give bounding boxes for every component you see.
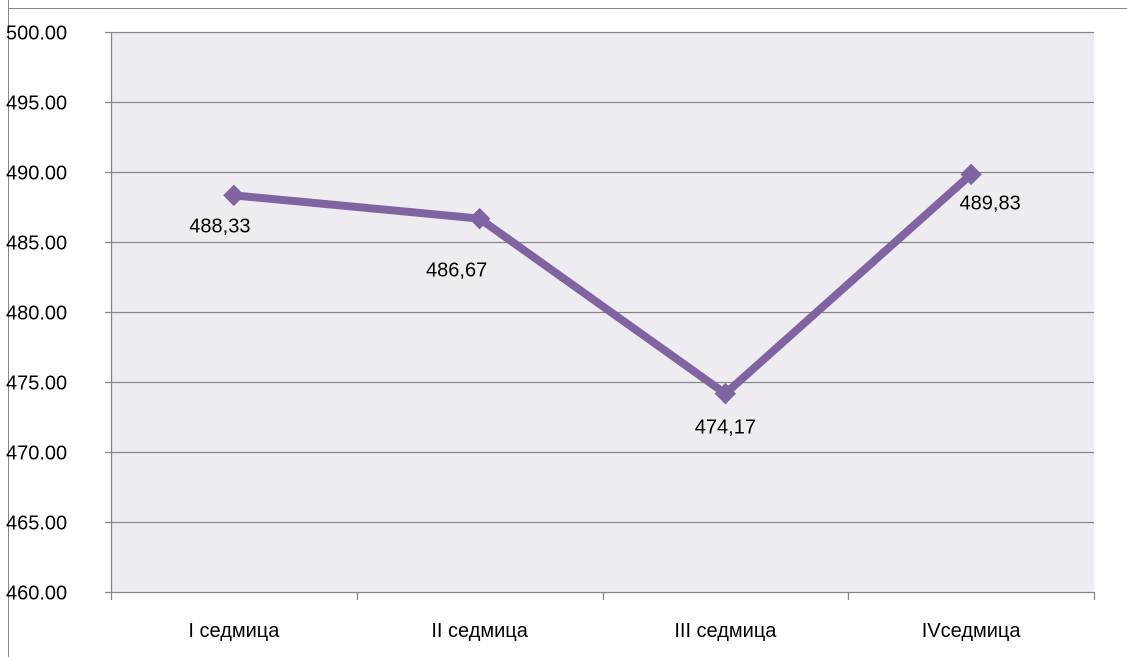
series-line xyxy=(223,163,982,405)
x-tick-label: II седмица xyxy=(431,620,528,642)
data-point-marker xyxy=(960,163,982,186)
data-label: 488,33 xyxy=(189,215,250,237)
y-tick-label: 470.00 xyxy=(6,443,67,465)
y-tick-label: 485.00 xyxy=(6,233,67,255)
y-tick-label: 495.00 xyxy=(6,93,67,115)
data-label: 474,17 xyxy=(695,417,756,439)
labels: 460.00 465.00 470.00 475.00 480.00 485.00 490.… xyxy=(6,23,1021,643)
y-tick-label: 500.00 xyxy=(6,23,67,45)
data-point-marker xyxy=(468,207,491,230)
x-tick-label: III седмица xyxy=(674,620,777,642)
y-tick-label: 490.00 xyxy=(6,163,67,185)
y-tick-label: 460.00 xyxy=(6,583,67,605)
y-tick-label: 480.00 xyxy=(6,303,67,325)
series-line-path xyxy=(229,170,976,398)
data-point-marker xyxy=(714,382,737,405)
y-tick-label: 475.00 xyxy=(6,373,67,395)
data-label: 489,83 xyxy=(960,192,1021,214)
y-tick-label: 465.00 xyxy=(6,513,67,535)
gridlines xyxy=(111,31,1094,524)
data-label: 486,67 xyxy=(426,260,487,282)
axes xyxy=(105,31,1096,600)
x-tick-label: I седмица xyxy=(188,620,280,642)
data-point-marker xyxy=(223,184,245,207)
x-tick-label: IVседмица xyxy=(922,620,1022,642)
